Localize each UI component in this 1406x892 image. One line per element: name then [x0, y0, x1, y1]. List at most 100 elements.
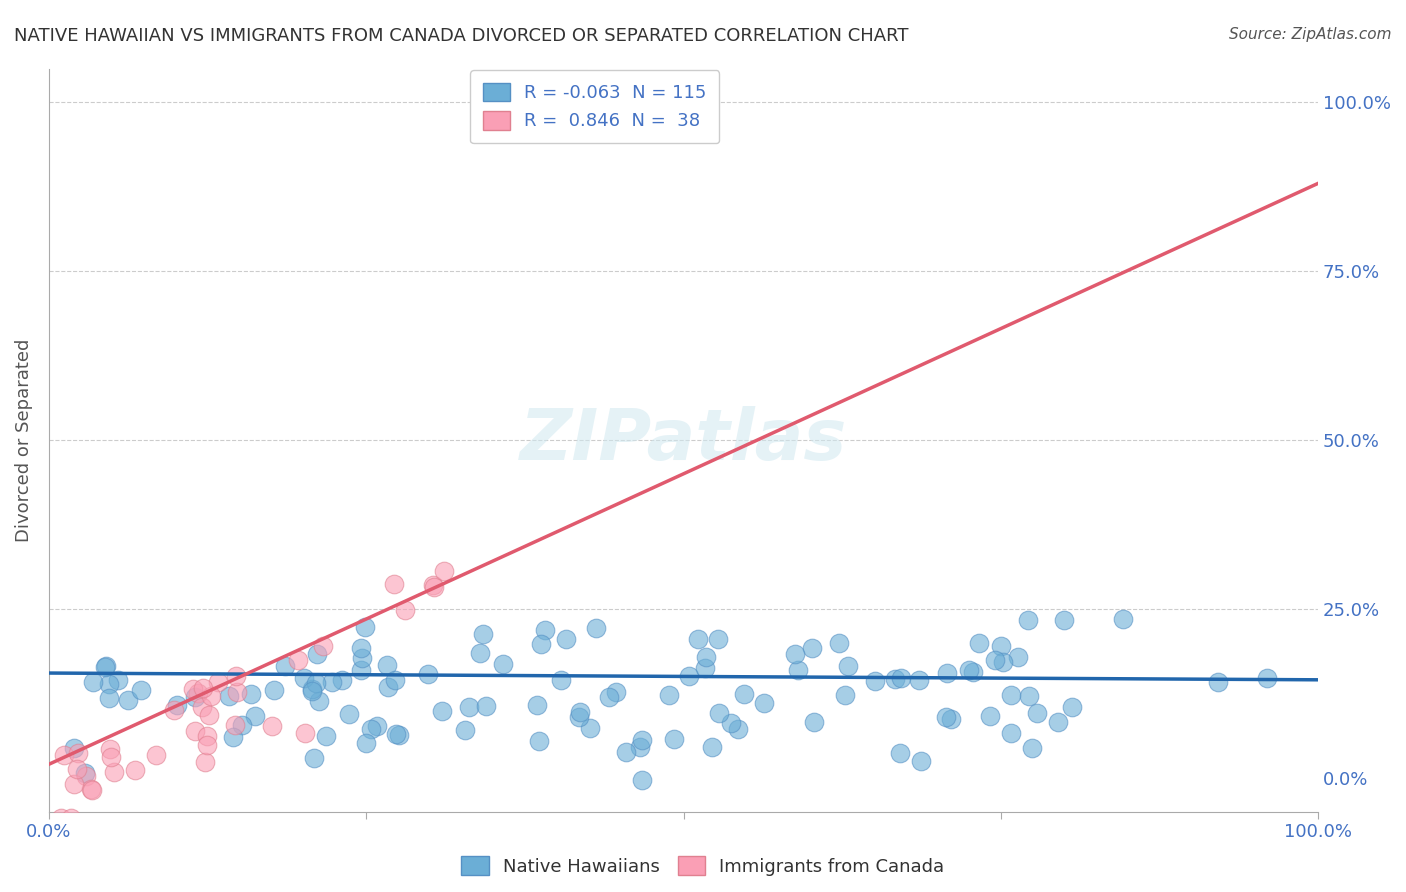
Point: [631, 733, 654, 747]
Point: [207, 675, 229, 690]
Point: [693, 661, 716, 675]
Point: [98, 677, 121, 691]
Point: [195, 738, 218, 752]
Point: [221, 730, 243, 744]
Point: [907, 673, 929, 687]
Point: [1000, 688, 1022, 702]
Point: [224, 717, 246, 731]
Point: [388, 728, 411, 742]
Point: [191, 681, 214, 696]
Point: [263, 683, 285, 698]
Point: [245, 709, 267, 723]
Point: [458, 700, 481, 714]
Point: [94, 660, 117, 674]
Point: [598, 690, 620, 705]
Point: [889, 746, 911, 760]
Point: [754, 696, 776, 710]
Point: [107, 673, 129, 687]
Point: [422, 580, 444, 594]
Point: [360, 723, 382, 737]
Point: [628, 739, 651, 754]
Point: [129, 682, 152, 697]
Point: [294, 726, 316, 740]
Point: [308, 694, 330, 708]
Point: [468, 646, 491, 660]
Point: [75, 766, 97, 780]
Point: [53, 747, 76, 762]
Text: ZIPatlas: ZIPatlas: [520, 406, 848, 475]
Point: [865, 673, 887, 688]
Point: [198, 708, 221, 723]
Y-axis label: Divorced or Separated: Divorced or Separated: [15, 338, 32, 541]
Point: [1021, 741, 1043, 756]
Point: [96, 658, 118, 673]
Point: [554, 632, 576, 646]
Point: [1026, 706, 1049, 720]
Point: [585, 621, 607, 635]
Point: [98, 691, 121, 706]
Point: [910, 754, 932, 768]
Point: [526, 698, 548, 713]
Point: [301, 681, 323, 696]
Point: [385, 727, 408, 741]
Point: [658, 689, 681, 703]
Point: [786, 663, 808, 677]
Point: [834, 689, 856, 703]
Point: [936, 666, 959, 681]
Point: [166, 698, 188, 712]
Point: [984, 653, 1007, 667]
Point: [67, 747, 90, 761]
Point: [1017, 613, 1039, 627]
Point: [884, 672, 907, 686]
Legend: Native Hawaiians, Immigrants from Canada: Native Hawaiians, Immigrants from Canada: [454, 849, 952, 883]
Point: [292, 671, 315, 685]
Point: [59, 811, 82, 825]
Point: [103, 765, 125, 780]
Point: [837, 659, 859, 673]
Point: [1206, 675, 1229, 690]
Point: [82, 675, 104, 690]
Point: [568, 709, 591, 723]
Point: [783, 647, 806, 661]
Point: [98, 742, 121, 756]
Point: [287, 653, 309, 667]
Point: [475, 699, 498, 714]
Legend: R = -0.063  N = 115, R =  0.846  N =  38: R = -0.063 N = 115, R = 0.846 N = 38: [470, 70, 720, 143]
Point: [226, 684, 249, 698]
Point: [382, 577, 405, 591]
Point: [579, 721, 602, 735]
Point: [979, 708, 1001, 723]
Point: [803, 715, 825, 730]
Point: [939, 712, 962, 726]
Point: [568, 705, 591, 719]
Point: [702, 740, 724, 755]
Point: [240, 687, 263, 701]
Point: [321, 674, 343, 689]
Point: [935, 710, 957, 724]
Point: [200, 689, 222, 703]
Point: [695, 650, 717, 665]
Point: [422, 578, 444, 592]
Point: [354, 620, 377, 634]
Point: [707, 632, 730, 646]
Point: [330, 673, 353, 688]
Point: [305, 676, 328, 690]
Text: Source: ZipAtlas.com: Source: ZipAtlas.com: [1229, 27, 1392, 42]
Point: [471, 626, 494, 640]
Point: [688, 632, 710, 646]
Point: [63, 741, 86, 756]
Point: [187, 686, 209, 700]
Point: [80, 783, 103, 797]
Point: [1018, 689, 1040, 703]
Point: [720, 716, 742, 731]
Point: [1111, 612, 1133, 626]
Point: [100, 750, 122, 764]
Point: [191, 700, 214, 714]
Point: [433, 564, 456, 578]
Point: [66, 762, 89, 776]
Point: [430, 704, 453, 718]
Point: [354, 736, 377, 750]
Point: [800, 641, 823, 656]
Text: NATIVE HAWAIIAN VS IMMIGRANTS FROM CANADA DIVORCED OR SEPARATED CORRELATION CHAR: NATIVE HAWAIIAN VS IMMIGRANTS FROM CANAD…: [14, 27, 908, 45]
Point: [614, 745, 637, 759]
